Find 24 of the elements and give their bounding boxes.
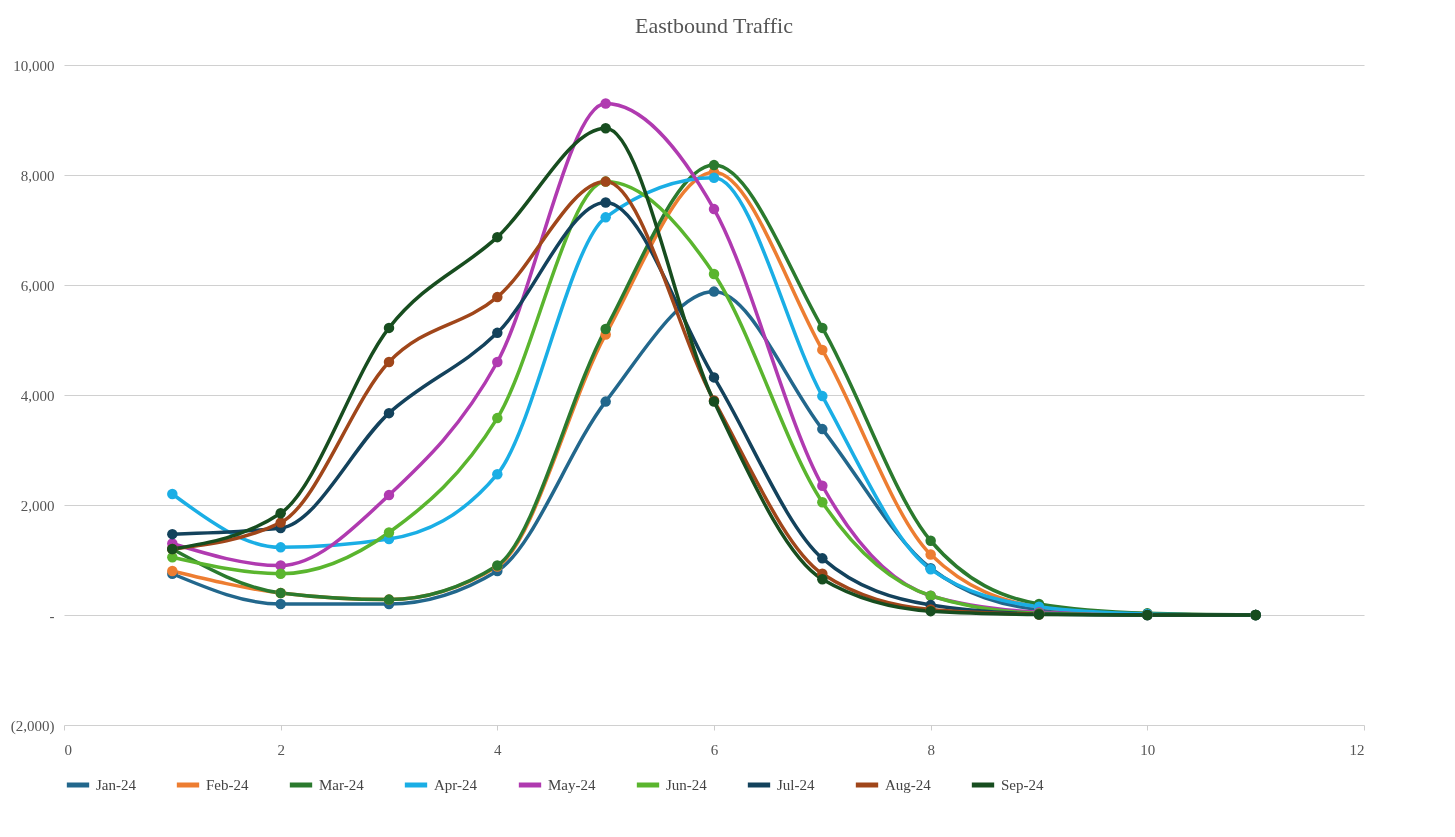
x-tick-label: 10 xyxy=(1140,741,1156,758)
x-tick-label: 12 xyxy=(1349,741,1365,758)
x-tick-label: 0 xyxy=(64,741,72,758)
y-tick-label: 2,000 xyxy=(20,497,55,514)
x-tick-label: 8 xyxy=(927,741,935,758)
legend-label: Jul-24 xyxy=(777,777,815,793)
x-tick-label: 6 xyxy=(710,741,719,758)
y-tick-label: 10,000 xyxy=(13,57,55,74)
legend-label: Jan-24 xyxy=(96,777,137,793)
y-tick-label: 6,000 xyxy=(20,277,55,294)
y-tick-label: 4,000 xyxy=(20,387,55,404)
x-tick-label: 4 xyxy=(494,741,503,758)
y-tick-label: - xyxy=(49,607,55,624)
legend-label: Sep-24 xyxy=(1001,777,1044,793)
legend-label: Jun-24 xyxy=(666,777,708,793)
legend-label: Apr-24 xyxy=(434,777,478,793)
chart-title: Eastbound Traffic xyxy=(635,13,794,38)
y-tick-label: 8,000 xyxy=(20,167,55,184)
legend-label: Mar-24 xyxy=(319,777,365,793)
legend-label: May-24 xyxy=(548,777,596,793)
y-tick-label: (2,000) xyxy=(10,717,55,735)
x-tick-label: 2 xyxy=(277,741,285,758)
legend-label: Aug-24 xyxy=(885,777,932,793)
legend-label: Feb-24 xyxy=(206,777,249,793)
